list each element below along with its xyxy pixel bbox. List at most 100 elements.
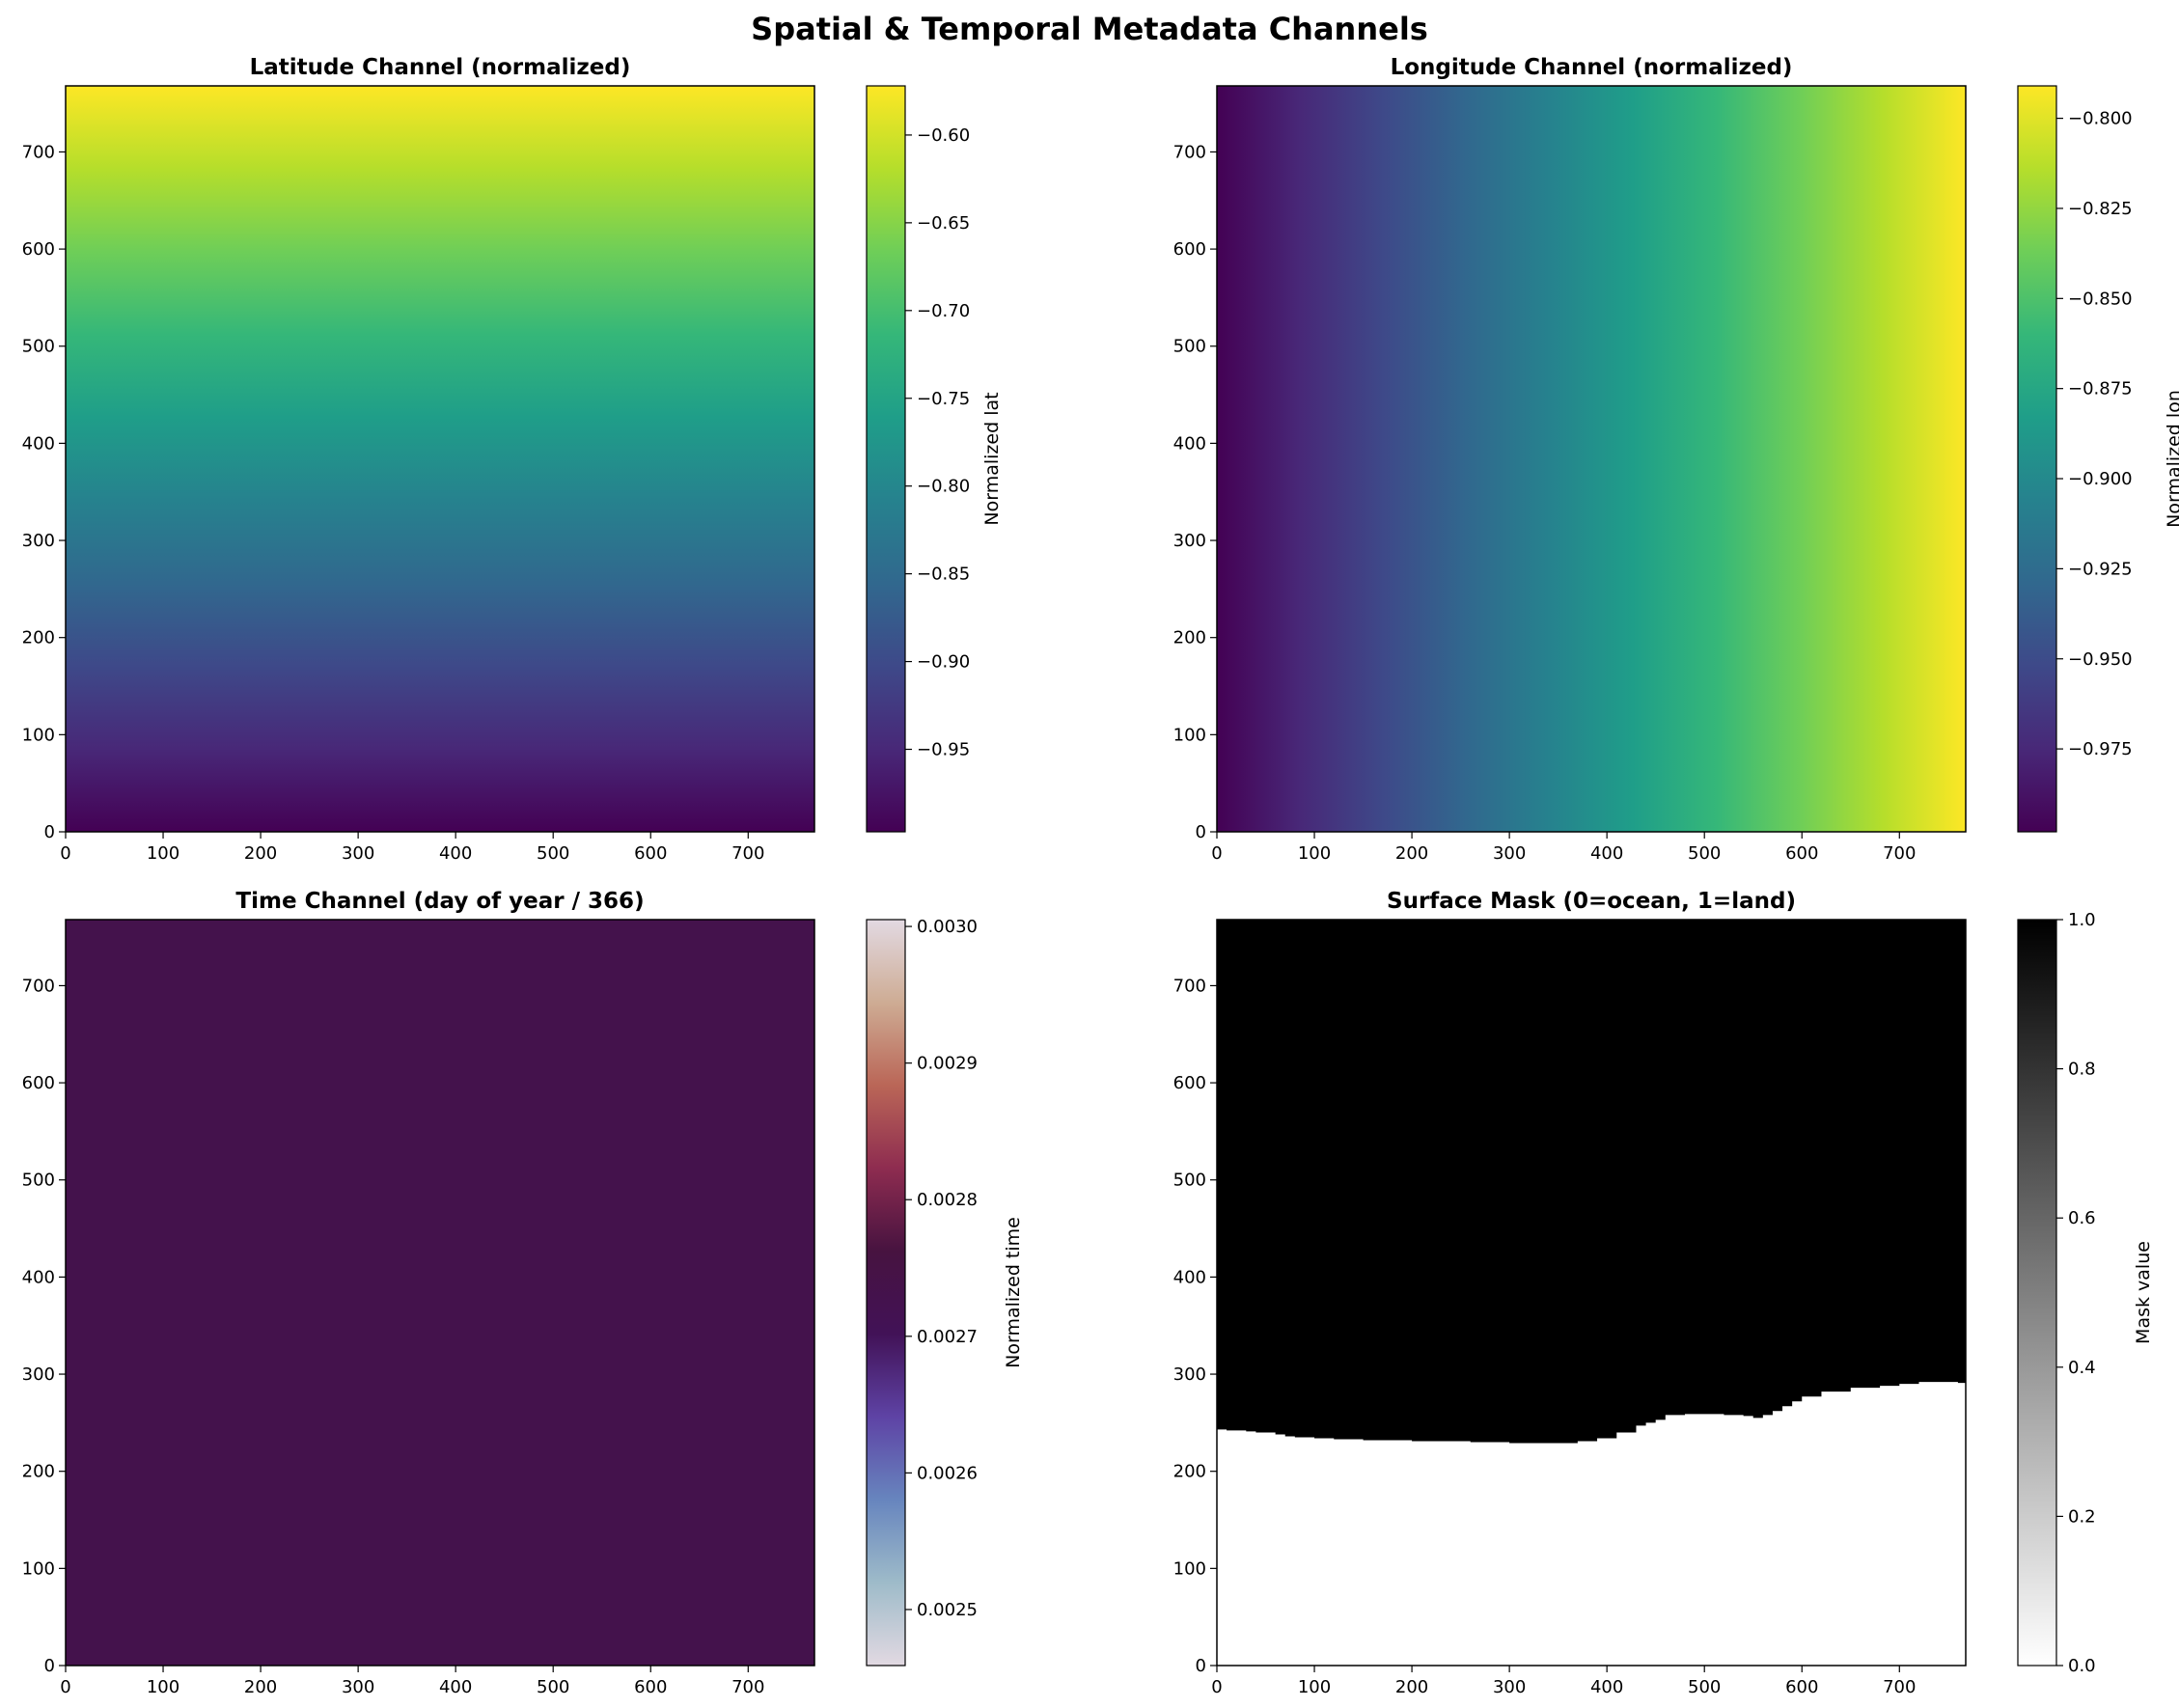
colorbar-label: Mask value	[2133, 1241, 2154, 1344]
x-tick-label: 0	[1211, 1677, 1222, 1697]
longitude-panel: Longitude Channel (normalized) 0 100 200 300…	[1173, 55, 2179, 864]
y-tick-label: 600	[1173, 1073, 1206, 1093]
colorbar-tick-label: −0.85	[917, 565, 970, 585]
heatmap-image	[66, 86, 814, 832]
colorbar: 0.0 0.2 0.4 0.6 0.8 1.0 Mask value	[2017, 910, 2154, 1676]
y-tick-label: 700	[1173, 142, 1206, 162]
y-axis: 0 100 200 300 400 500 600 700	[1173, 976, 1217, 1676]
colorbar-tick-label: −0.950	[2068, 649, 2133, 670]
figure-title: Spatial & Temporal Metadata Channels	[751, 11, 1428, 47]
y-axis: 0 100 200 300 400 500 600 700	[22, 142, 66, 842]
y-tick-label: 400	[22, 433, 55, 454]
x-tick-label: 600	[634, 843, 667, 864]
x-tick-label: 200	[244, 843, 277, 864]
x-tick-label: 200	[1395, 1677, 1428, 1697]
y-tick-label: 400	[1173, 1267, 1206, 1287]
latitude-panel: Latitude Channel (normalized) 0 100 200 300 4…	[22, 55, 1003, 864]
colorbar-tick-label: 0.0028	[917, 1190, 978, 1210]
y-tick-label: 200	[1173, 1462, 1206, 1482]
colorbar-tick-label: −0.900	[2068, 469, 2133, 489]
colorbar-tick-label: 0.8	[2068, 1060, 2096, 1080]
axes-frame	[65, 919, 815, 1667]
x-tick-label: 600	[1785, 1677, 1818, 1697]
x-tick-label: 100	[1298, 1677, 1331, 1697]
x-tick-label: 400	[1590, 1677, 1623, 1697]
colorbar-tick-label: 0.0027	[917, 1327, 978, 1347]
colorbar-tick-label: 0.0	[2068, 1656, 2096, 1676]
y-axis: 0 100 200 300 400 500 600 700	[1173, 142, 1217, 842]
y-tick-label: 700	[22, 976, 55, 996]
land-region	[1217, 920, 1966, 1444]
colorbar-tick-label: −0.975	[2068, 739, 2133, 759]
x-tick-label: 500	[1688, 843, 1721, 864]
colorbar-tick-label: 0.6	[2068, 1208, 2096, 1228]
x-axis: 0 100 200 300 400 500 600 700	[1211, 832, 1916, 864]
colorbar-tick-label: −0.70	[917, 301, 970, 321]
colorbar-tick-label: −0.825	[2068, 199, 2133, 219]
heatmap-image	[1217, 86, 1966, 832]
y-tick-label: 700	[1173, 976, 1206, 996]
colorbar-tick-label: 0.2	[2068, 1506, 2096, 1527]
x-tick-label: 400	[1590, 843, 1623, 864]
panel-title: Longitude Channel (normalized)	[1391, 55, 1793, 80]
y-tick-label: 300	[1173, 531, 1206, 551]
x-tick-label: 700	[731, 843, 764, 864]
heatmap-fill	[1217, 86, 1966, 832]
x-tick-label: 400	[439, 843, 472, 864]
x-tick-label: 400	[439, 1677, 472, 1697]
y-tick-label: 0	[1196, 822, 1206, 842]
x-tick-label: 300	[1493, 1677, 1526, 1697]
colorbar-gradient	[2017, 85, 2057, 833]
x-tick-label: 0	[60, 1677, 70, 1697]
y-tick-label: 200	[22, 628, 55, 648]
x-tick-label: 500	[1688, 1677, 1721, 1697]
y-tick-label: 300	[1173, 1364, 1206, 1385]
heatmap-fill	[66, 86, 814, 832]
colorbar-tick-label: 0.4	[2068, 1358, 2096, 1378]
x-tick-label: 500	[537, 1677, 569, 1697]
x-tick-label: 200	[1395, 843, 1428, 864]
x-tick-label: 100	[147, 1677, 179, 1697]
x-tick-label: 300	[342, 1677, 374, 1697]
y-tick-label: 100	[1173, 725, 1206, 745]
y-tick-label: 600	[1173, 239, 1206, 260]
colorbar-gradient	[2017, 919, 2057, 1667]
y-tick-label: 100	[1173, 1558, 1206, 1579]
x-tick-label: 0	[60, 843, 70, 864]
panel-title: Surface Mask (0=ocean, 1=land)	[1387, 889, 1796, 914]
colorbar-tick-label: 1.0	[2068, 910, 2096, 930]
x-tick-label: 700	[1883, 843, 1916, 864]
y-tick-label: 0	[44, 822, 55, 842]
colorbar-tick-label: −0.60	[917, 125, 970, 146]
colorbar-tick-label: −0.90	[917, 652, 970, 673]
colorbar: 0.0025 0.0026 0.0027 0.0028 0.0029 0.0030 Norm…	[866, 917, 1024, 1667]
y-tick-label: 500	[22, 337, 55, 357]
colorbar: −0.95 −0.90 −0.85 −0.80 −0.75 −0.70 −0.65 −0.60…	[866, 85, 1003, 833]
x-tick-label: 200	[244, 1677, 277, 1697]
y-tick-label: 500	[22, 1171, 55, 1191]
heatmap-image	[1217, 920, 1966, 1666]
colorbar-gradient	[866, 85, 906, 833]
panel-grid: Latitude Channel (normalized) 0 100 200 300 4…	[22, 55, 2179, 1697]
panel-title: Latitude Channel (normalized)	[250, 55, 631, 80]
y-tick-label: 600	[22, 1073, 55, 1093]
x-tick-label: 300	[342, 843, 374, 864]
x-tick-label: 0	[1211, 843, 1222, 864]
x-axis: 0 100 200 300 400 500 600 700	[60, 832, 764, 864]
colorbar-tick-label: 0.0025	[917, 1600, 978, 1620]
colorbar-tick-label: −0.65	[917, 213, 970, 234]
colorbar-tick-label: −0.80	[917, 477, 970, 497]
y-tick-label: 100	[22, 1558, 55, 1579]
colorbar-tick-label: 0.0030	[917, 917, 978, 937]
colorbar-tick-label: 0.0026	[917, 1463, 978, 1483]
colorbar-tick-label: −0.850	[2068, 289, 2133, 309]
colorbar-gradient	[866, 919, 906, 1667]
axes-frame	[1216, 919, 1967, 1667]
colorbar-tick-label: −0.800	[2068, 109, 2133, 129]
y-tick-label: 700	[22, 142, 55, 162]
colorbar: −0.975 −0.950 −0.925 −0.900 −0.875 −0.850 −0.8…	[2017, 85, 2179, 833]
x-tick-label: 100	[147, 843, 179, 864]
x-tick-label: 700	[731, 1677, 764, 1697]
axes-frame	[65, 85, 815, 833]
y-tick-label: 100	[22, 725, 55, 745]
